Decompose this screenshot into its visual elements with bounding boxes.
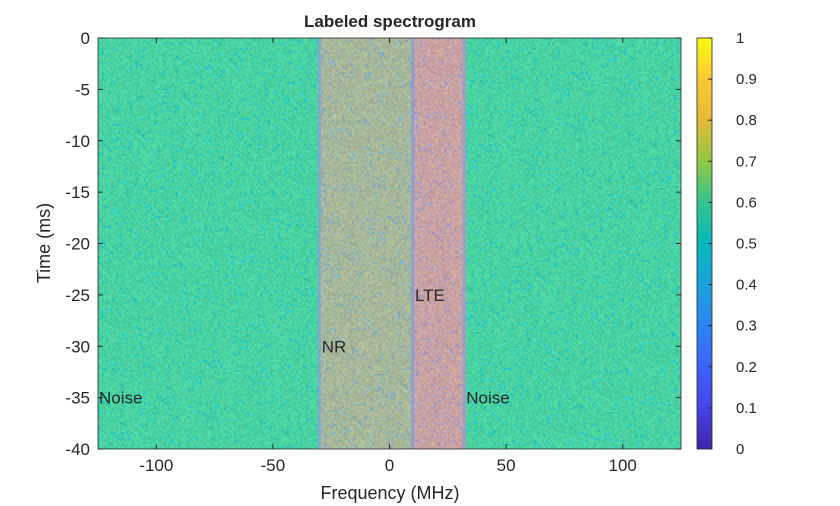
colorbar-tick-label: 0.2	[736, 359, 757, 376]
y-tick-label: -10	[65, 132, 90, 151]
colorbar-tick-label: 1	[736, 30, 744, 47]
region-lte	[413, 38, 464, 449]
annotation-noise: Noise	[99, 389, 142, 408]
x-tick-label: -50	[261, 456, 286, 475]
region-nr	[320, 38, 413, 449]
plot-frame	[97, 37, 682, 450]
spectrogram-image	[98, 38, 681, 449]
x-tick-label: 0	[385, 456, 394, 475]
annotation-lte: LTE	[415, 286, 445, 305]
axis-ticks: -100 -50 0 50 100 0 -5 -10 -15 -20 -25 -30 -35 -40	[65, 29, 681, 475]
y-tick-label: -5	[75, 80, 90, 99]
colorbar-tick-label: 0.1	[736, 400, 757, 417]
y-tick-label: -35	[65, 389, 90, 408]
colorbar-tick-label: 0.6	[736, 194, 757, 211]
y-tick-label: -20	[65, 235, 90, 254]
x-tick-label: -100	[139, 456, 173, 475]
colorbar-ticks: 0 0.1 0.2 0.3 0.4 0.5 0.6 0.7 0.8 0.9 1	[708, 30, 757, 458]
annotations: Noise NR LTE Noise	[99, 286, 510, 408]
colorbar-tick-label: 0.5	[736, 236, 757, 253]
y-tick-label: 0	[81, 29, 90, 48]
y-tick-label: -25	[65, 286, 90, 305]
colorbar-tick-label: 0.8	[736, 112, 757, 129]
region-edge	[318, 38, 322, 449]
annotation-noise: Noise	[466, 389, 509, 408]
colorbar-tick-label: 0.7	[736, 153, 757, 170]
y-tick-label: -40	[65, 440, 90, 459]
colorbar-tick-label: 0.3	[736, 318, 757, 335]
x-axis-label: Frequency (MHz)	[320, 483, 459, 503]
colorbar-tick-label: 0.9	[736, 71, 757, 88]
y-tick-label: -15	[65, 183, 90, 202]
annotation-nr: NR	[322, 337, 347, 356]
region-edge	[462, 38, 466, 449]
y-tick-label: -30	[65, 337, 90, 356]
region-bands	[318, 38, 466, 449]
y-axis-label: Time (ms)	[34, 203, 54, 283]
colorbar-tick-label: 0	[736, 441, 744, 458]
chart-title: Labeled spectrogram	[304, 12, 476, 31]
colorbar-tick-label: 0.4	[736, 277, 757, 294]
x-tick-label: 50	[497, 456, 516, 475]
region-edge	[411, 38, 415, 449]
x-tick-label: 100	[609, 456, 637, 475]
